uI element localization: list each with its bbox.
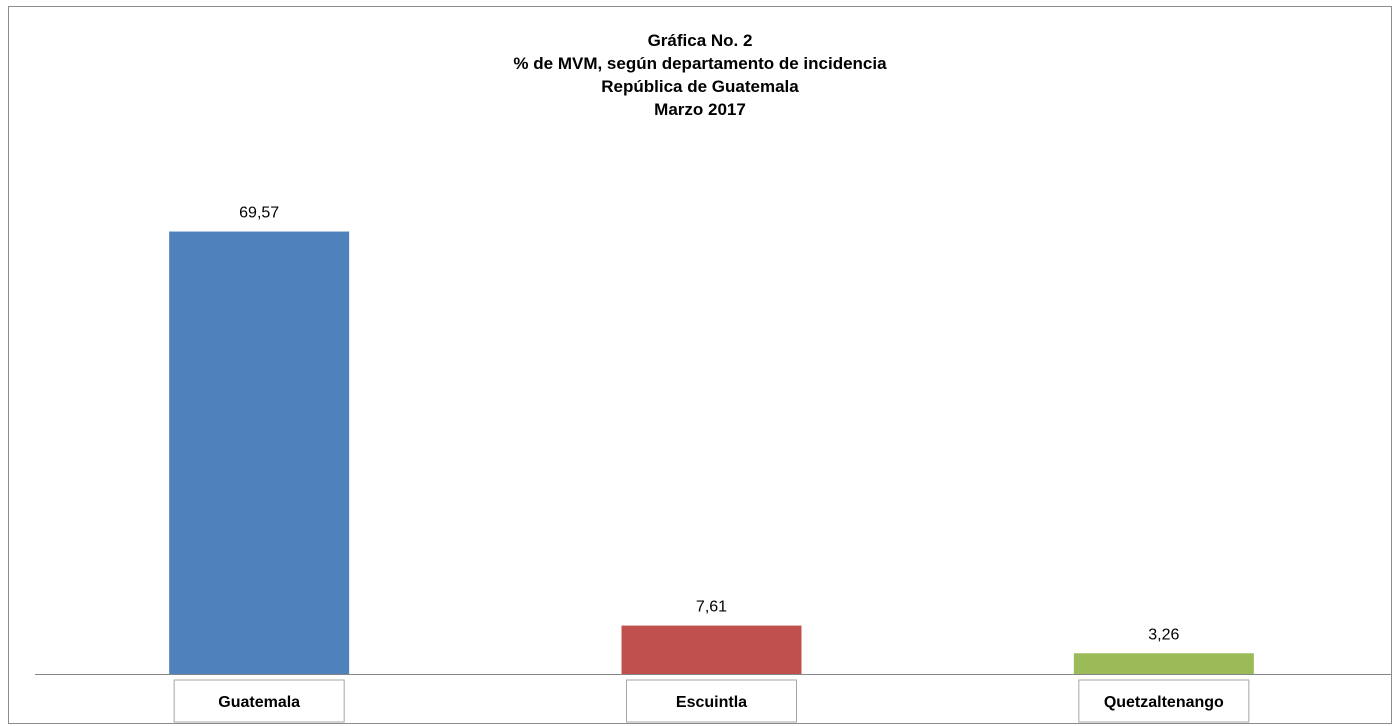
bar-quetzaltenango	[1073, 653, 1254, 674]
category-label-box	[1078, 679, 1250, 723]
bar-value-label: 7,61	[696, 599, 727, 616]
chart-title-line-4: Marzo 2017	[654, 100, 746, 119]
category-tick-label: Escuintla	[676, 694, 747, 711]
chart-title-line-3: República de Guatemala	[601, 77, 799, 96]
chart-title-line-2: % de MVM, según departamento de incidenc…	[513, 54, 887, 73]
chart-title: Gráfica No. 2 % de MVM, según departamen…	[9, 29, 1391, 121]
category-tick-label: Quetzaltenango	[1104, 694, 1224, 711]
bar-guatemala	[169, 231, 350, 675]
category-label-box	[626, 679, 797, 723]
category-tick-label: Guatemala	[218, 694, 300, 711]
bar-escuintla	[621, 625, 802, 674]
bar-value-label: 3,26	[1148, 626, 1179, 643]
category-label-box	[173, 679, 345, 723]
chart-title-line-1: Gráfica No. 2	[647, 31, 753, 50]
bar-value-label: 69,57	[239, 205, 279, 222]
